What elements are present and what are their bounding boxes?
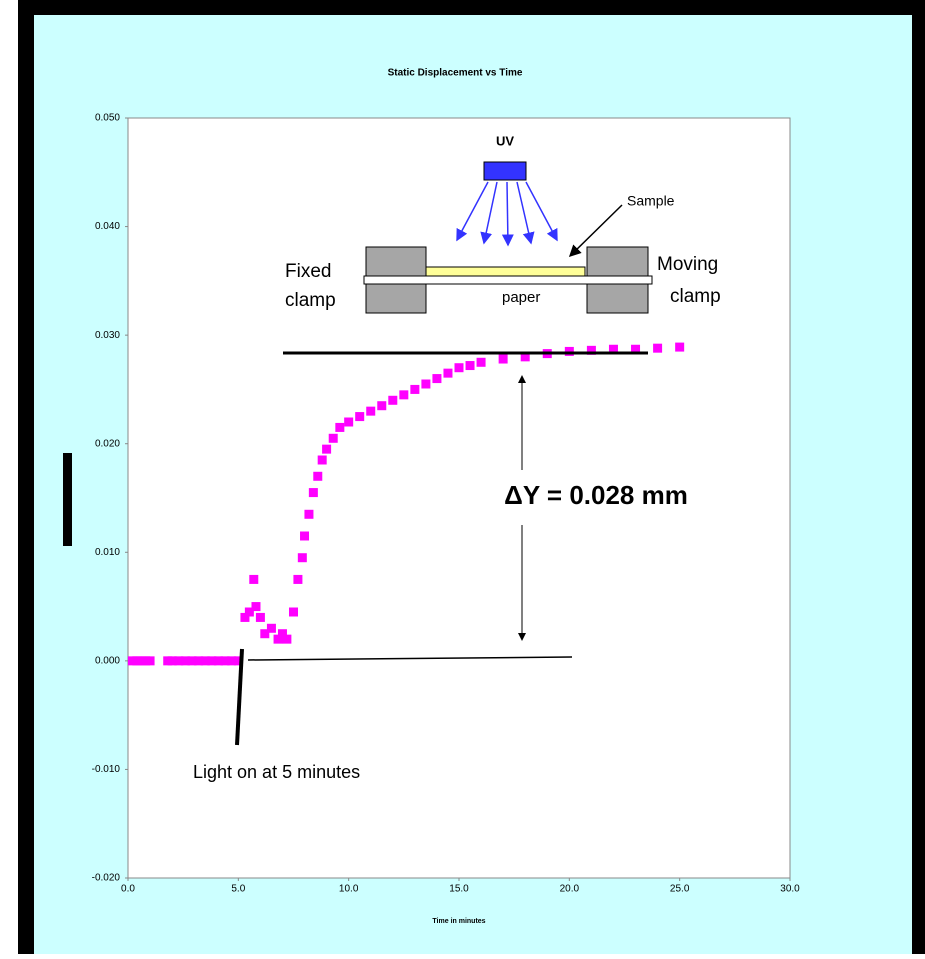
point [309,488,318,497]
y-tick-label: -0.010 [92,764,121,775]
moving-label: clamp [670,286,721,307]
sample [426,267,585,276]
moving-label: Moving [657,254,718,275]
point [565,347,574,356]
point [251,602,260,611]
point [410,385,419,394]
x-tick-label: 30.0 [780,884,800,895]
point [455,363,464,372]
y-axis-label [63,453,72,546]
point [249,575,258,584]
point [443,369,452,378]
point [256,613,265,622]
point [377,401,386,410]
point [675,343,684,352]
point [477,358,486,367]
y-tick-label: 0.050 [95,113,120,124]
clamp [366,284,426,313]
point [304,510,313,519]
sample-label: Sample [627,193,675,209]
point [329,434,338,443]
light-label: Light on at 5 minutes [193,762,360,782]
clamp [587,284,648,313]
x-tick-label: 20.0 [560,884,580,895]
chart: Static Displacement vs Time Time in minu… [0,0,925,954]
x-tick-label: 25.0 [670,884,690,895]
point [267,624,276,633]
point [313,472,322,481]
y-tick-label: -0.020 [92,873,121,884]
point [318,456,327,465]
point [366,407,375,416]
point [421,380,430,389]
clamp [587,247,648,276]
y-tick-label: 0.010 [95,547,120,558]
point [499,355,508,364]
point [298,553,307,562]
point [322,445,331,454]
point [653,344,662,353]
fixed-label: clamp [285,290,336,311]
delta-label: ΔY = 0.028 mm [504,480,688,510]
point [388,396,397,405]
point [293,575,302,584]
fixed-label: Fixed [285,261,331,282]
point [335,423,344,432]
point [344,418,353,427]
point [355,412,364,421]
y-tick-label: 0.020 [95,438,120,449]
paper-label: paper [502,289,540,306]
point [146,656,155,665]
x-tick-label: 10.0 [339,884,359,895]
point [289,608,298,617]
y-tick-label: 0.040 [95,221,120,232]
point [399,390,408,399]
uv-label: UV [496,133,514,148]
uv-lamp [484,162,526,180]
y-tick-label: 0.030 [95,330,120,341]
x-tick-label: 0.0 [121,884,135,895]
clamp [366,247,426,276]
point [432,374,441,383]
uv-ray [507,182,508,245]
point [282,635,291,644]
x-tick-label: 15.0 [449,884,469,895]
paper [364,276,652,284]
point [466,361,475,370]
point [300,532,309,541]
x-tick-label: 5.0 [231,884,245,895]
y-tick-label: 0.000 [95,655,120,666]
chart-title: Static Displacement vs Time [388,68,523,79]
x-axis-label: Time in minutes [432,918,485,925]
